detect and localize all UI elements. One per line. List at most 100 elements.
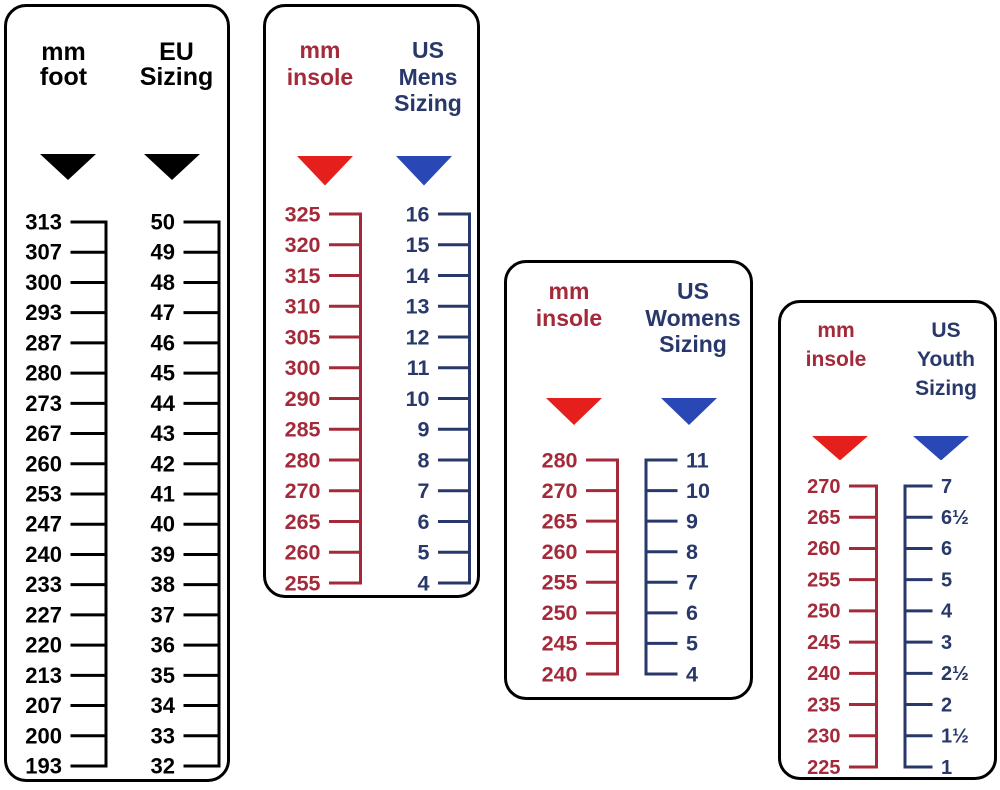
svg-text:320: 320 [285,233,321,257]
svg-text:4: 4 [686,662,698,686]
svg-text:4: 4 [941,601,953,623]
svg-text:47: 47 [151,300,175,325]
svg-text:3: 3 [941,632,952,654]
svg-text:46: 46 [151,330,175,355]
svg-text:255: 255 [285,571,321,595]
svg-text:233: 233 [25,572,62,597]
svg-text:305: 305 [285,325,321,349]
svg-text:13: 13 [405,295,429,319]
svg-text:6: 6 [417,510,429,534]
svg-text:5: 5 [686,632,698,656]
svg-text:32: 32 [151,753,175,778]
svg-text:260: 260 [542,540,578,564]
svg-text:10: 10 [686,479,710,503]
svg-text:12: 12 [405,325,429,349]
svg-text:270: 270 [542,479,578,503]
svg-text:7: 7 [417,479,429,503]
svg-text:230: 230 [807,726,840,748]
svg-text:270: 270 [807,476,840,498]
svg-text:34: 34 [151,693,176,718]
svg-text:16: 16 [405,202,429,226]
svg-text:273: 273 [25,391,62,416]
svg-text:207: 207 [25,693,62,718]
svg-text:36: 36 [151,633,175,658]
svg-text:2: 2 [941,694,952,716]
svg-text:7: 7 [941,476,952,498]
svg-text:15: 15 [405,233,429,257]
svg-text:260: 260 [285,541,321,565]
svg-text:38: 38 [151,572,175,597]
svg-text:245: 245 [807,632,840,654]
svg-text:37: 37 [151,602,175,627]
svg-text:48: 48 [151,270,175,295]
svg-text:235: 235 [807,694,840,716]
svg-text:6½: 6½ [941,507,969,529]
svg-text:245: 245 [542,632,578,656]
svg-text:11: 11 [686,448,709,472]
svg-text:5: 5 [417,541,429,565]
svg-text:200: 200 [25,723,62,748]
svg-text:10: 10 [405,387,429,411]
svg-text:33: 33 [151,723,175,748]
svg-text:255: 255 [542,571,578,595]
svg-text:280: 280 [285,448,321,472]
svg-text:325: 325 [285,202,321,226]
svg-text:4: 4 [417,571,429,595]
svg-text:265: 265 [542,509,578,533]
svg-text:315: 315 [285,264,321,288]
svg-text:1: 1 [941,757,952,779]
svg-text:290: 290 [285,387,321,411]
svg-text:35: 35 [151,663,175,688]
svg-text:287: 287 [25,330,62,355]
svg-text:255: 255 [807,569,840,591]
svg-text:40: 40 [151,512,175,537]
svg-text:247: 247 [25,512,62,537]
svg-text:42: 42 [151,451,175,476]
svg-text:44: 44 [151,391,176,416]
svg-text:9: 9 [686,509,698,533]
svg-text:313: 313 [25,209,62,234]
svg-text:2½: 2½ [941,663,969,685]
svg-text:250: 250 [807,601,840,623]
svg-text:265: 265 [285,510,321,534]
svg-text:6: 6 [941,538,952,560]
svg-text:227: 227 [25,602,62,627]
svg-text:6: 6 [686,601,698,625]
svg-text:8: 8 [417,448,429,472]
svg-text:250: 250 [542,601,578,625]
svg-text:41: 41 [151,481,175,506]
svg-text:293: 293 [25,300,62,325]
svg-text:1½: 1½ [941,726,969,748]
svg-text:193: 193 [25,753,62,778]
svg-text:8: 8 [686,540,698,564]
svg-text:285: 285 [285,418,321,442]
svg-text:5: 5 [941,569,952,591]
svg-text:280: 280 [542,448,578,472]
svg-text:11: 11 [406,356,429,380]
svg-text:253: 253 [25,481,62,506]
svg-text:50: 50 [151,209,175,234]
svg-text:300: 300 [285,356,321,380]
svg-text:220: 220 [25,633,62,658]
svg-text:310: 310 [285,295,321,319]
svg-text:7: 7 [686,571,698,595]
svg-text:39: 39 [151,542,175,567]
svg-text:265: 265 [807,507,840,529]
svg-text:240: 240 [807,663,840,685]
svg-text:225: 225 [807,757,840,779]
svg-text:240: 240 [25,542,62,567]
svg-text:270: 270 [285,479,321,503]
svg-text:43: 43 [151,421,175,446]
svg-text:267: 267 [25,421,62,446]
svg-text:307: 307 [25,240,62,265]
svg-text:260: 260 [25,451,62,476]
svg-text:213: 213 [25,663,62,688]
svg-text:49: 49 [151,240,175,265]
svg-text:280: 280 [25,361,62,386]
svg-text:260: 260 [807,538,840,560]
svg-text:300: 300 [25,270,62,295]
svg-text:14: 14 [405,264,429,288]
svg-text:240: 240 [542,662,578,686]
svg-text:45: 45 [151,361,175,386]
svg-text:9: 9 [417,418,429,442]
